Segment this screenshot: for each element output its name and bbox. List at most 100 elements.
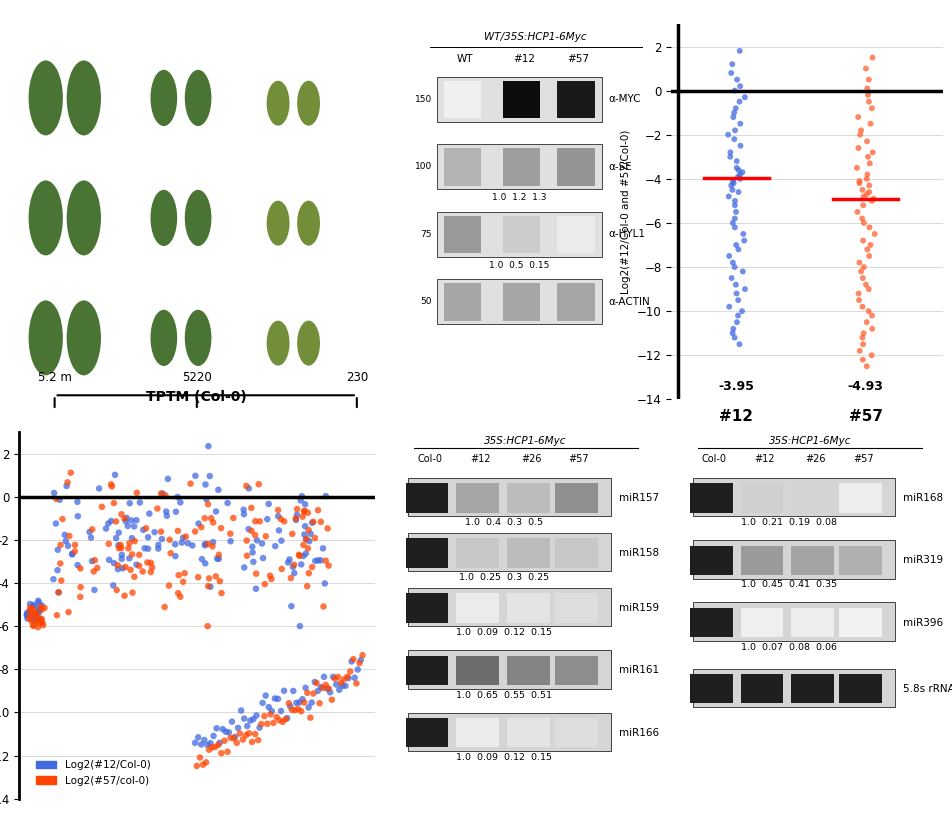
Log2(#57/col-0) — [157, 601, 172, 614]
Point — [850, 142, 865, 155]
Point — [728, 73, 744, 86]
Log2(#57/col-0) — [320, 522, 335, 535]
Bar — [554, 539, 597, 567]
Text: 1.0  0.65  0.55  0.51: 1.0 0.65 0.55 0.51 — [456, 690, 552, 699]
Log2(#12/Col-0) — [140, 542, 155, 555]
Log2(#12/Col-0) — [188, 469, 203, 482]
Bar — [506, 593, 549, 623]
Log2(#12/Col-0) — [296, 528, 311, 541]
Log2(#12/Col-0) — [150, 542, 166, 555]
Text: 1.0  0.21  0.19  0.08: 1.0 0.21 0.19 0.08 — [740, 518, 836, 527]
Text: -3.95: -3.95 — [718, 380, 753, 393]
Log2(#12/Col-0) — [24, 606, 39, 619]
Log2(#57/col-0) — [118, 561, 133, 574]
Log2(#12/Col-0) — [87, 584, 102, 597]
Point — [866, 227, 882, 240]
Point — [724, 58, 739, 71]
Log2(#12/Col-0) — [210, 483, 226, 496]
Log2(#12/Col-0) — [29, 608, 44, 621]
Text: #12: #12 — [469, 454, 490, 464]
Y-axis label: Log2(#12/Col-0 and #57/Col-0): Log2(#12/Col-0 and #57/Col-0) — [621, 130, 630, 294]
Log2(#57/col-0) — [321, 559, 336, 572]
Log2(#12/Col-0) — [19, 606, 34, 619]
Point — [736, 234, 751, 247]
Log2(#12/Col-0) — [91, 482, 107, 495]
Log2(#57/col-0) — [296, 504, 311, 518]
Log2(#12/Col-0) — [283, 700, 298, 713]
Log2(#57/col-0) — [220, 745, 235, 758]
Log2(#57/col-0) — [23, 601, 38, 615]
Log2(#12/Col-0) — [24, 607, 39, 620]
Ellipse shape — [29, 60, 63, 135]
Log2(#57/col-0) — [73, 580, 89, 593]
Log2(#57/col-0) — [348, 677, 364, 690]
Log2(#12/Col-0) — [190, 517, 206, 530]
Log2(#57/col-0) — [262, 569, 277, 582]
Bar — [692, 668, 895, 707]
Log2(#12/Col-0) — [293, 558, 308, 571]
Log2(#57/col-0) — [89, 562, 105, 575]
Log2(#12/Col-0) — [270, 692, 286, 705]
Log2(#57/col-0) — [49, 492, 64, 505]
Log2(#57/col-0) — [205, 540, 220, 553]
Point — [850, 293, 865, 306]
Log2(#57/col-0) — [125, 548, 140, 561]
Log2(#12/Col-0) — [115, 562, 130, 575]
Log2(#57/col-0) — [263, 708, 278, 721]
Bar — [502, 148, 540, 186]
Text: 150: 150 — [414, 95, 431, 104]
Point — [721, 300, 736, 313]
Ellipse shape — [29, 180, 63, 255]
Log2(#12/Col-0) — [32, 603, 48, 616]
Log2(#12/Col-0) — [158, 505, 173, 518]
Point — [860, 89, 875, 102]
Log2(#57/col-0) — [318, 554, 333, 567]
Log2(#12/Col-0) — [287, 566, 302, 579]
Log2(#12/Col-0) — [60, 540, 75, 553]
Bar — [408, 650, 610, 689]
Log2(#57/col-0) — [86, 565, 101, 578]
Log2(#12/Col-0) — [108, 469, 123, 482]
Point — [863, 349, 879, 362]
Log2(#57/col-0) — [113, 541, 129, 554]
Text: 5.2 m: 5.2 m — [38, 372, 71, 385]
Point — [858, 62, 873, 75]
Text: miR159: miR159 — [619, 603, 659, 613]
Log2(#57/col-0) — [32, 614, 48, 627]
Log2(#57/col-0) — [244, 501, 259, 514]
Log2(#12/Col-0) — [50, 564, 65, 577]
Ellipse shape — [185, 310, 211, 366]
Point — [858, 315, 873, 328]
Log2(#12/Col-0) — [261, 497, 276, 510]
Log2(#57/col-0) — [343, 665, 358, 678]
Log2(#57/col-0) — [298, 532, 313, 545]
Log2(#57/col-0) — [61, 606, 76, 619]
Log2(#12/Col-0) — [102, 553, 117, 566]
Point — [721, 190, 736, 203]
Log2(#12/Col-0) — [221, 726, 236, 739]
Log2(#57/col-0) — [252, 515, 268, 528]
Log2(#57/col-0) — [29, 615, 44, 628]
Log2(#12/Col-0) — [285, 561, 300, 574]
Text: 50: 50 — [420, 297, 431, 306]
Point — [854, 183, 869, 196]
Bar — [502, 283, 540, 320]
Log2(#57/col-0) — [308, 676, 324, 689]
Point — [854, 331, 869, 344]
Bar — [408, 533, 610, 571]
Log2(#57/col-0) — [122, 537, 137, 550]
Log2(#57/col-0) — [318, 678, 333, 691]
Log2(#12/Col-0) — [313, 554, 328, 567]
Log2(#57/col-0) — [104, 480, 119, 493]
Log2(#57/col-0) — [291, 549, 307, 562]
Log2(#12/Col-0) — [236, 712, 251, 725]
Point — [865, 192, 881, 205]
Log2(#57/col-0) — [200, 538, 215, 551]
Log2(#57/col-0) — [131, 559, 147, 572]
Log2(#57/col-0) — [175, 575, 190, 588]
Log2(#57/col-0) — [250, 478, 266, 491]
Text: 75: 75 — [420, 230, 431, 239]
Log2(#57/col-0) — [324, 694, 339, 707]
Log2(#57/col-0) — [35, 619, 50, 632]
Log2(#12/Col-0) — [322, 685, 337, 698]
